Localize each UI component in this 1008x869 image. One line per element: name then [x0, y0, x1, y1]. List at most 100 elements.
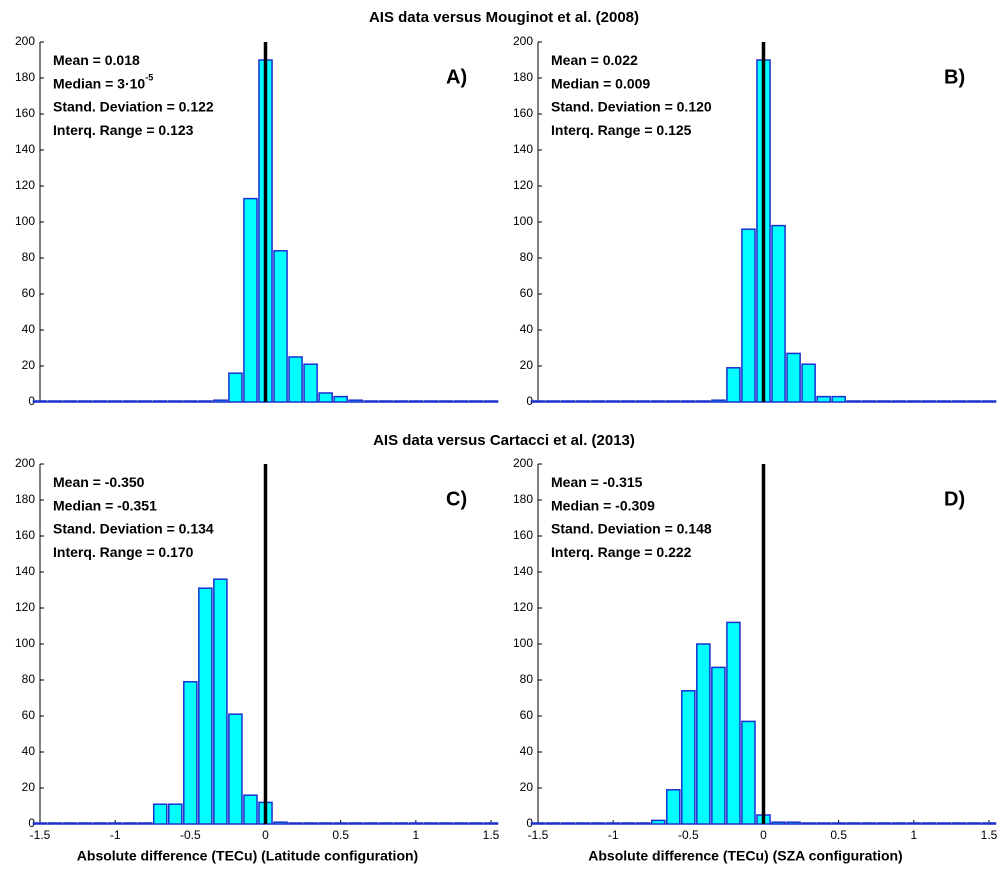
y-tick-label: 180 — [15, 492, 35, 506]
annotation-text: Interq. Range = 0.125 — [551, 122, 692, 138]
bar — [666, 400, 681, 403]
annotation: Interq. Range = 0.125 — [551, 122, 692, 138]
bar — [92, 822, 108, 825]
bar — [846, 822, 861, 825]
y-tick-label: 20 — [22, 358, 36, 372]
bar — [966, 822, 982, 825]
annotation: Interq. Range = 0.170 — [53, 544, 194, 560]
bar — [861, 822, 877, 825]
y-tick-label: 200 — [15, 456, 35, 470]
bar — [288, 356, 303, 403]
x-tick-label: 0.5 — [332, 828, 349, 842]
bar — [318, 822, 333, 825]
bar — [801, 822, 816, 825]
annotation: Stand. Deviation = 0.120 — [551, 98, 712, 114]
bar — [771, 224, 786, 403]
bar — [951, 400, 967, 403]
y-tick-label: 140 — [15, 142, 35, 156]
bar — [696, 643, 711, 825]
bar — [891, 400, 907, 403]
bar — [348, 399, 363, 403]
bar — [726, 367, 741, 403]
bar — [213, 399, 228, 403]
bar — [62, 822, 78, 825]
x-tick-label: -0.5 — [678, 828, 699, 842]
x-tick-label: -0.5 — [180, 828, 201, 842]
y-tick-label: 100 — [513, 636, 533, 650]
bar — [32, 822, 48, 825]
bar — [726, 621, 741, 825]
bar — [107, 400, 123, 403]
bar — [483, 822, 499, 825]
bar — [47, 400, 63, 403]
chart-title: AIS data versus Cartacci et al. (2013) — [373, 432, 635, 449]
bar — [363, 822, 379, 825]
y-tick-label: 0 — [526, 816, 533, 830]
bar — [77, 822, 93, 825]
bar — [560, 400, 576, 403]
x-tick-label: 0 — [760, 828, 767, 842]
y-tick-label: 120 — [15, 600, 35, 614]
panel-label: D) — [944, 488, 965, 510]
bar — [906, 822, 922, 825]
y-tick-label: 80 — [22, 672, 36, 686]
y-tick-label: 160 — [513, 528, 533, 542]
y-tick-label: 80 — [520, 250, 534, 264]
x-tick-label: -1 — [608, 828, 619, 842]
bar — [333, 395, 348, 403]
y-tick-label: 140 — [513, 564, 533, 578]
bar — [545, 822, 561, 825]
y-tick-label: 100 — [15, 214, 35, 228]
bar — [620, 822, 636, 825]
bar — [786, 821, 801, 825]
x-axis-label: Absolute difference (TECu) (SZA configur… — [588, 848, 902, 864]
annotation-text: Mean = -0.315 — [551, 474, 643, 490]
y-tick-label: 60 — [22, 708, 36, 722]
annotation: Median = 0.009 — [551, 75, 650, 91]
y-tick-label: 180 — [513, 492, 533, 506]
bar — [620, 400, 636, 403]
y-tick-label: 120 — [15, 178, 35, 192]
bar — [666, 789, 681, 825]
bar — [741, 228, 756, 403]
bar — [318, 392, 333, 403]
bar — [288, 822, 303, 825]
bar — [438, 822, 454, 825]
y-tick-label: 60 — [22, 286, 36, 300]
bar — [198, 400, 213, 403]
y-tick-label: 80 — [520, 672, 534, 686]
bar — [981, 400, 997, 403]
bar — [635, 822, 651, 825]
bar — [891, 822, 907, 825]
bar — [786, 352, 801, 403]
annotation: Interq. Range = 0.222 — [551, 544, 692, 560]
bar — [575, 400, 591, 403]
y-tick-label: 20 — [22, 780, 36, 794]
x-tick-label: 0 — [262, 828, 269, 842]
bar — [378, 822, 394, 825]
x-tick-label: -1.5 — [30, 828, 51, 842]
bar — [423, 822, 439, 825]
bar — [137, 400, 153, 403]
bar — [228, 372, 243, 403]
bar — [468, 400, 484, 403]
bar — [560, 822, 576, 825]
annotation-text: Median = 0.009 — [551, 75, 650, 91]
annotation-text: Median = -0.351 — [53, 497, 157, 513]
bar — [228, 713, 243, 825]
bar — [936, 400, 952, 403]
x-tick-label: 1 — [412, 828, 419, 842]
annotation-text: Median = -0.309 — [551, 497, 655, 513]
bar — [951, 822, 967, 825]
x-axis-label: Absolute difference (TECu) (Latitude con… — [77, 848, 418, 864]
y-tick-label: 40 — [520, 744, 534, 758]
bar — [152, 803, 168, 825]
bar — [92, 400, 108, 403]
bar — [468, 822, 484, 825]
bar — [168, 400, 183, 403]
bar — [590, 822, 606, 825]
bar — [696, 400, 711, 403]
bar — [966, 400, 982, 403]
bar — [32, 400, 48, 403]
y-tick-label: 120 — [513, 600, 533, 614]
